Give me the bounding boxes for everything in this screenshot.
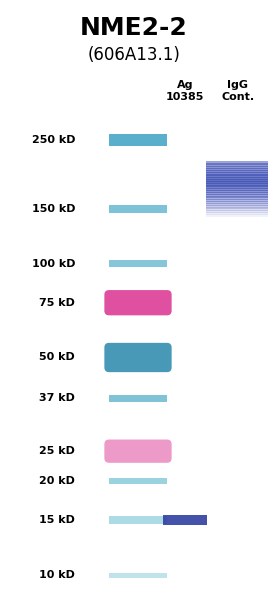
Text: 20 kD: 20 kD <box>39 476 75 487</box>
FancyBboxPatch shape <box>104 290 172 316</box>
Bar <box>206 173 268 176</box>
Text: 50 kD: 50 kD <box>39 352 75 362</box>
Text: 250 kD: 250 kD <box>32 135 75 145</box>
FancyBboxPatch shape <box>104 343 172 372</box>
Bar <box>109 260 167 268</box>
Bar <box>206 210 268 213</box>
Text: (606A13.1): (606A13.1) <box>88 46 180 64</box>
Bar <box>206 212 268 215</box>
Text: 10 kD: 10 kD <box>39 570 75 580</box>
Bar <box>206 201 268 204</box>
Bar <box>206 214 268 217</box>
Bar <box>206 177 268 180</box>
Bar <box>206 188 268 191</box>
Bar <box>109 395 167 401</box>
Bar <box>206 205 268 208</box>
Bar <box>206 181 268 184</box>
Text: 100 kD: 100 kD <box>32 259 75 269</box>
Bar <box>206 164 268 167</box>
Bar <box>109 205 167 213</box>
Bar <box>206 185 268 187</box>
Bar <box>206 190 268 193</box>
Bar <box>109 134 167 146</box>
Bar <box>206 161 268 164</box>
Bar <box>206 166 268 169</box>
Bar <box>109 572 167 577</box>
Text: 37 kD: 37 kD <box>39 393 75 403</box>
Bar <box>206 183 268 185</box>
Bar <box>206 208 268 211</box>
Bar <box>206 196 268 199</box>
Bar <box>206 187 268 189</box>
Text: 15 kD: 15 kD <box>39 515 75 525</box>
Bar <box>109 516 167 524</box>
Text: IgG
Cont.: IgG Cont. <box>221 80 255 102</box>
FancyBboxPatch shape <box>104 440 172 463</box>
Bar <box>163 515 207 525</box>
Bar <box>206 179 268 182</box>
Bar <box>206 172 268 175</box>
Bar <box>206 175 268 178</box>
Bar <box>109 478 167 484</box>
Bar <box>206 199 268 202</box>
Text: 75 kD: 75 kD <box>39 298 75 308</box>
Bar <box>206 206 268 209</box>
Text: 150 kD: 150 kD <box>32 204 75 214</box>
Bar <box>206 170 268 173</box>
Text: Ag
10385: Ag 10385 <box>166 80 204 102</box>
Bar <box>206 168 268 171</box>
Bar <box>206 194 268 197</box>
Bar <box>206 203 268 206</box>
Bar <box>206 163 268 166</box>
Text: NME2-2: NME2-2 <box>80 16 188 40</box>
Bar <box>206 197 268 200</box>
Text: 25 kD: 25 kD <box>39 446 75 456</box>
Bar <box>206 192 268 195</box>
